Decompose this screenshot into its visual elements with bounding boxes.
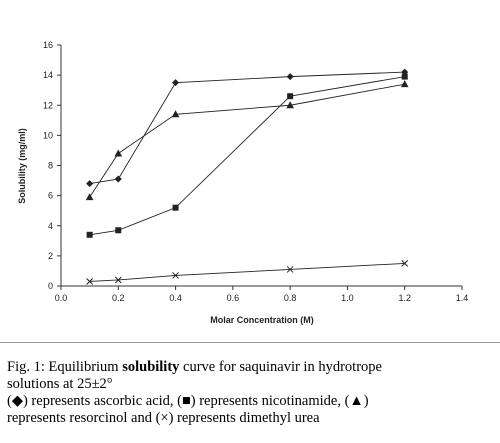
square-marker — [86, 231, 93, 238]
y-tick-label: 4 — [48, 221, 53, 231]
x-marker-stroke — [172, 272, 179, 279]
triangle-marker — [114, 149, 123, 157]
x-tick-label: 1.2 — [398, 293, 411, 303]
chart-series-lines — [89, 71, 405, 282]
chart-ticks: 0.0 0.2 0.4 0.6 0.8 1.0 1.2 1.4 0 2 4 6 8 10 12 14 16 — [43, 40, 468, 303]
x-marker — [286, 266, 294, 273]
x-tick-label: 0.4 — [169, 293, 182, 303]
series-line-diamond — [89, 71, 405, 185]
diamond-marker — [172, 79, 180, 87]
caption-line-3: (◆) represents ascorbic acid, (■) repres… — [7, 393, 369, 409]
caption-line-1-start: Fig. 1: Equilibrium — [7, 359, 123, 375]
x-marker — [401, 260, 409, 267]
x-marker — [114, 276, 122, 284]
x-marker-stroke — [86, 278, 93, 285]
x-marker — [86, 278, 93, 285]
x-marker-stroke — [401, 260, 409, 267]
y-tick-label: 6 — [48, 191, 53, 201]
figure-caption: Fig. 1: Equilibrium solubility curve for… — [7, 359, 495, 427]
diamond-marker — [86, 180, 94, 188]
square-marker — [401, 73, 408, 80]
x-tick-label: 0.2 — [112, 293, 125, 303]
triangle-marker — [171, 110, 180, 118]
x-marker-stroke — [114, 276, 122, 284]
y-axis-title: Solubility (mg/ml) — [17, 128, 27, 204]
y-tick-label: 12 — [43, 100, 53, 110]
y-tick-label: 8 — [48, 161, 53, 171]
x-tick-label: 0.8 — [284, 293, 297, 303]
y-tick-label: 16 — [43, 40, 53, 50]
square-marker — [287, 93, 294, 100]
triangle-marker — [85, 193, 94, 201]
y-tick-label: 14 — [43, 70, 53, 80]
caption-line-1-end: curve for saquinavir in hydrotrope — [179, 359, 382, 375]
chart-axes — [60, 45, 462, 287]
caption-line-2: solutions at 25±2° — [7, 376, 113, 392]
y-tick-label: 10 — [43, 130, 53, 140]
series-line-square — [89, 76, 405, 236]
diamond-marker — [114, 175, 122, 183]
caption-line-1-bold: solubility — [122, 359, 180, 375]
square-marker — [115, 227, 122, 234]
triangle-marker — [286, 101, 294, 109]
x-tick-label: 0.0 — [55, 293, 68, 303]
square-marker — [172, 204, 179, 211]
figure-frame: 0.0 0.2 0.4 0.6 0.8 1.0 1.2 1.4 0 2 4 6 8 10 12 14 16 Mo… — [0, 40, 500, 343]
solubility-chart: 0.0 0.2 0.4 0.6 0.8 1.0 1.2 1.4 0 2 4 6 8 10 12 14 16 Mo… — [17, 40, 468, 325]
y-tick-label: 0 — [48, 281, 53, 291]
series-line-x — [89, 262, 405, 282]
chart-series-markers — [85, 68, 409, 285]
x-axis-title: Molar Concentration (M) — [210, 315, 314, 325]
diamond-marker — [286, 73, 294, 81]
x-tick-label: 0.6 — [227, 293, 240, 303]
caption-line-4: represents resorcinol and (×) represents… — [7, 410, 320, 426]
series-line-triangle — [89, 83, 405, 198]
x-marker-stroke — [286, 266, 294, 273]
triangle-marker — [400, 80, 409, 88]
x-marker — [172, 272, 179, 279]
x-tick-label: 1.0 — [341, 293, 354, 303]
x-tick-label: 1.4 — [456, 293, 469, 303]
y-tick-label: 2 — [48, 251, 53, 261]
caption-line-1: Fig. 1: Equilibrium solubility curve for… — [7, 359, 495, 376]
